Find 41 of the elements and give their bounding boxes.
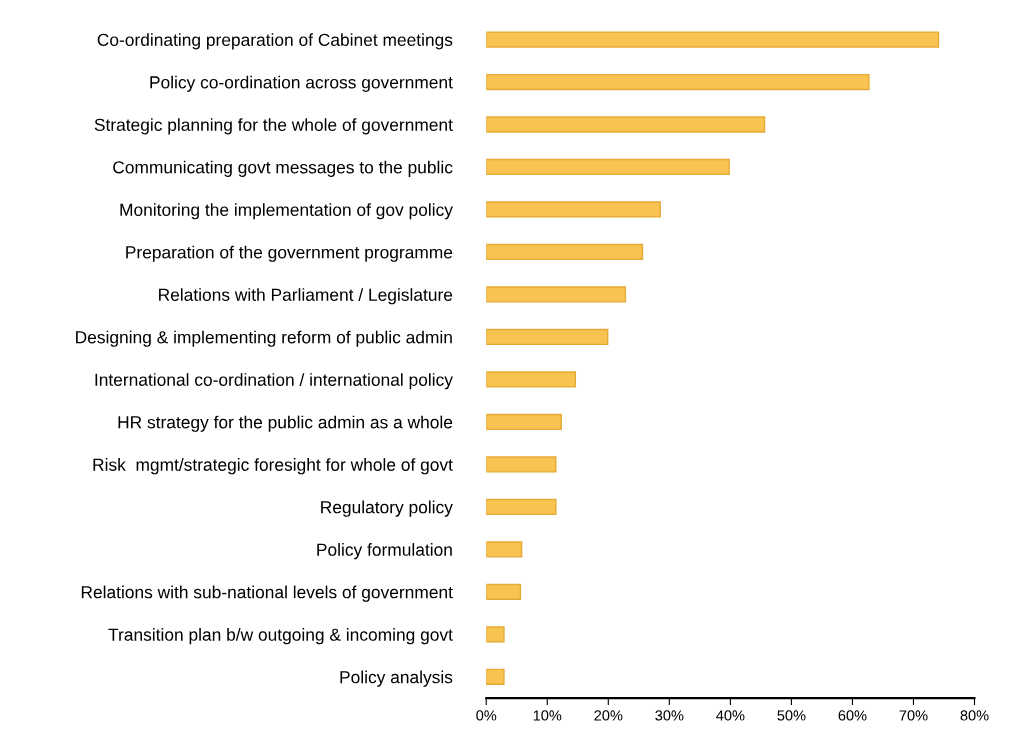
x-tick-label: 20% <box>594 710 623 721</box>
bar <box>486 583 522 601</box>
bar <box>486 541 523 558</box>
y-tick-label: Policy analysis <box>340 670 453 687</box>
bar <box>486 413 563 431</box>
y-tick-label: Preparation of the government programme <box>126 245 453 262</box>
bar <box>486 626 505 643</box>
x-tick-label: 80% <box>960 710 989 721</box>
bar <box>486 201 661 218</box>
y-tick-label: Monitoring the implementation of gov policy <box>120 203 453 220</box>
bar <box>486 286 627 303</box>
bar <box>486 243 644 261</box>
y-tick-label: Transition plan b/w outgoing & incoming govt <box>108 628 453 645</box>
bar <box>486 328 609 346</box>
bar <box>486 668 505 685</box>
y-tick-label: Co-ordinating preparation of Cabinet meetings <box>97 33 453 50</box>
y-tick-label: Relations with Parliament / Legislature <box>159 288 453 305</box>
x-tick-label: 10% <box>533 710 562 721</box>
y-tick-label: Strategic planning for the whole of government <box>94 118 453 135</box>
x-tick-label: 70% <box>899 710 928 721</box>
y-tick-label: Policy co-ordination across government <box>150 75 453 92</box>
x-tick-label: 40% <box>716 710 745 721</box>
bar <box>486 116 766 133</box>
y-tick-label: Regulatory policy <box>321 500 453 517</box>
y-tick-label: Policy formulation <box>317 543 452 560</box>
bar <box>486 31 940 48</box>
y-tick-label: Risk mgmt/strategic foresight for whole of govt <box>93 458 453 475</box>
y-tick-label: Designing & implementing reform of public admin <box>76 330 452 347</box>
x-tick-label: 30% <box>655 710 684 721</box>
y-tick-label: Relations with sub-national levels of government <box>81 585 453 602</box>
y-tick-label: Communicating govt messages to the public <box>113 160 453 177</box>
bar <box>486 456 557 473</box>
bar <box>486 158 730 176</box>
x-tick-label: 50% <box>777 710 806 721</box>
y-tick-label: HR strategy for the public admin as a whole <box>118 415 453 432</box>
bar <box>486 498 557 516</box>
x-tick-label: 60% <box>838 710 867 721</box>
bar <box>486 73 870 91</box>
x-tick-label: 0% <box>476 710 497 721</box>
y-tick-label: International co-ordination / international policy <box>95 373 453 390</box>
bar <box>486 371 577 388</box>
